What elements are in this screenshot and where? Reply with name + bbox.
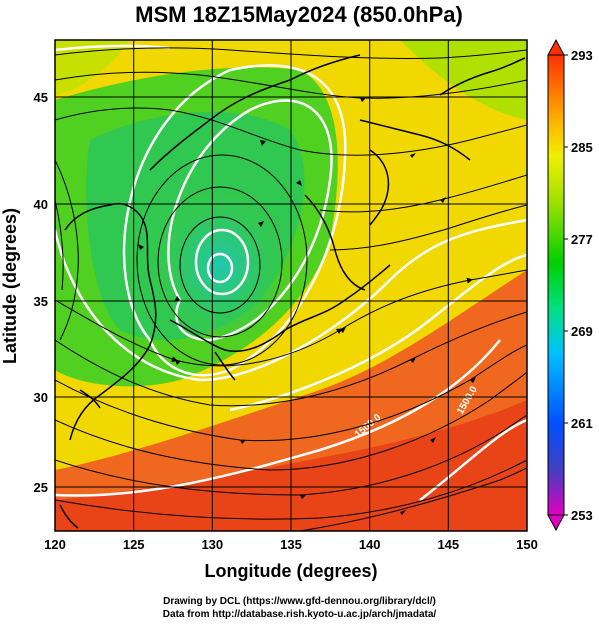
x-tick-label: 140 <box>359 537 381 552</box>
chart-title: MSM 18Z15May2024 (850.0hPa) <box>135 2 463 27</box>
colorbar-label: 285 <box>571 140 593 155</box>
y-tick-label: 30 <box>34 390 48 405</box>
y-tick-label: 25 <box>34 480 48 495</box>
y-axis: 25 30 35 40 45 Latitude (degrees) <box>0 90 48 495</box>
y-tick-label: 40 <box>34 197 48 212</box>
x-tick-label: 130 <box>201 537 223 552</box>
colorbar-label: 293 <box>571 48 593 63</box>
credit-data: Data from http://database.rish.kyoto-u.a… <box>162 609 437 620</box>
credit-drawing: Drawing by DCL (https://www.gfd-dennou.o… <box>163 596 436 607</box>
y-tick-label: 45 <box>34 90 48 105</box>
colorbar-min-arrow <box>547 514 565 532</box>
x-tick-label: 145 <box>437 537 459 552</box>
colorbar: 293 285 277 269 261 253 <box>547 38 593 532</box>
stream-arrows <box>138 98 476 515</box>
colorbar-label: 261 <box>571 416 593 431</box>
nw-patch <box>55 40 130 95</box>
colorbar-scale <box>547 54 565 516</box>
x-tick-label: 125 <box>123 537 145 552</box>
map-field: 1500.0 1500.0 <box>55 40 527 531</box>
colorbar-label: 269 <box>571 324 593 339</box>
x-axis: 120 125 130 135 140 145 150 Longitude (d… <box>44 537 538 581</box>
ne-patch <box>400 40 527 120</box>
x-tick-label: 120 <box>44 537 66 552</box>
y-axis-label: Latitude (degrees) <box>0 208 20 364</box>
streamlines <box>55 47 527 531</box>
x-tick-label: 150 <box>516 537 538 552</box>
graticule <box>55 40 527 531</box>
map-frame <box>54 39 528 532</box>
x-axis-label: Longitude (degrees) <box>204 561 377 581</box>
colorbar-label: 253 <box>571 508 593 523</box>
colorbar-max-arrow <box>547 38 565 56</box>
y-tick-label: 35 <box>34 294 48 309</box>
x-tick-label: 135 <box>280 537 302 552</box>
colorbar-label: 277 <box>571 232 593 247</box>
